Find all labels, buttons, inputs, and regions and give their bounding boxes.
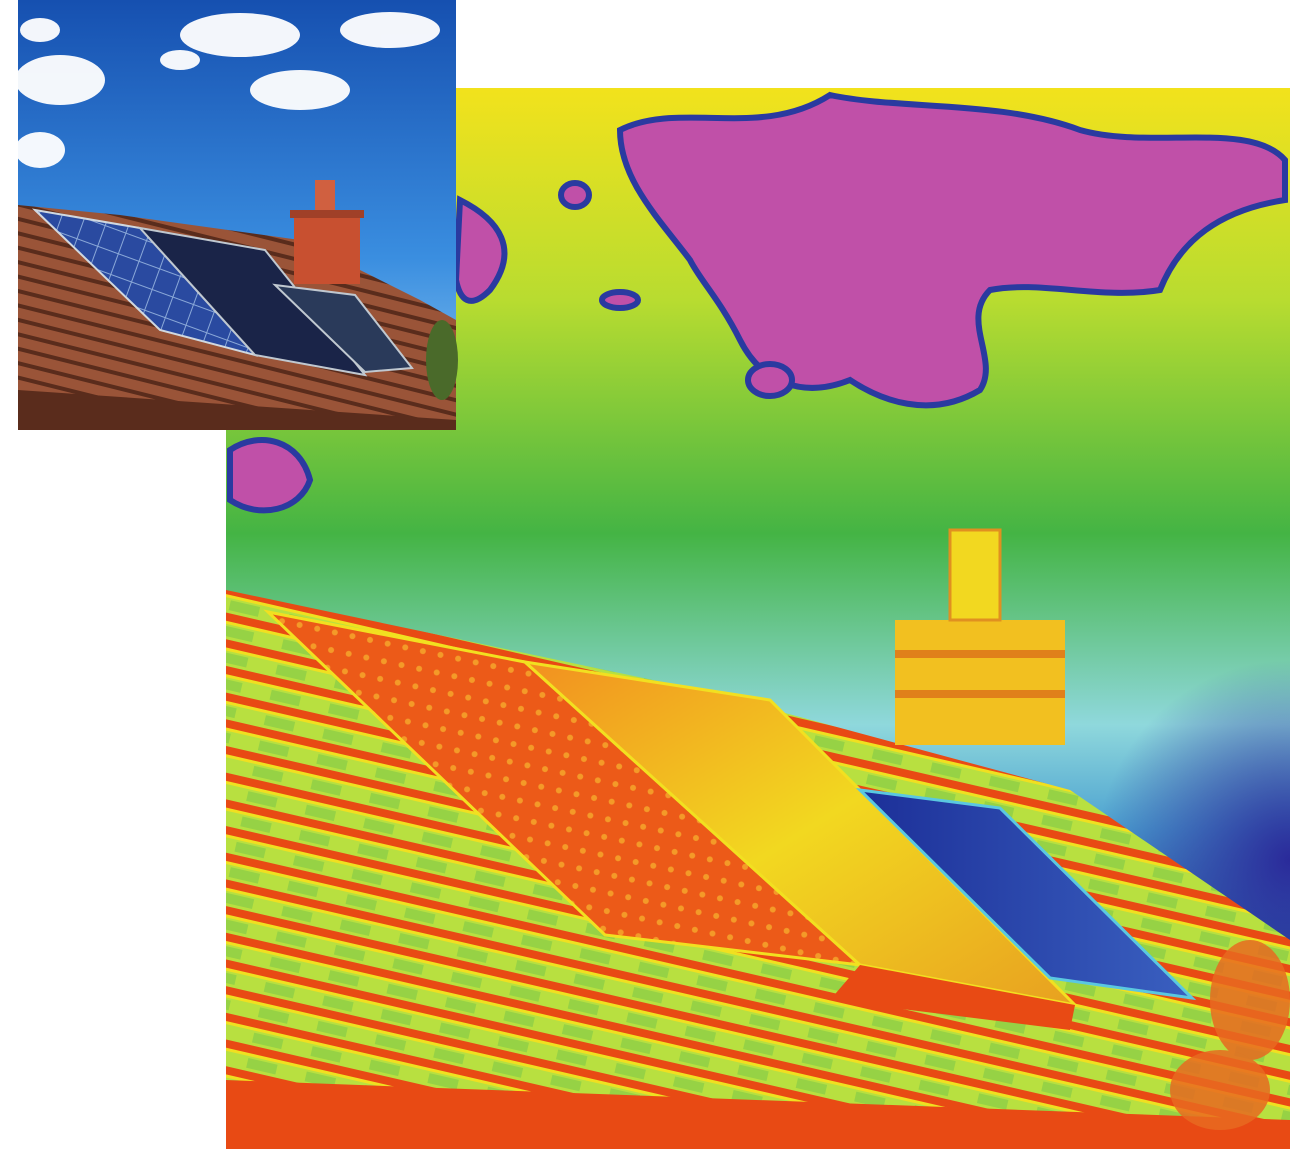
tree [1170,940,1290,1130]
solar-panel [137,226,368,377]
chimney [895,528,1065,745]
clouds [15,12,440,168]
cold-clouds [227,91,1288,514]
photo-inset [15,0,458,430]
thermal-image [226,88,1290,1149]
chimney [290,180,364,284]
solar-collector [855,787,1197,1001]
